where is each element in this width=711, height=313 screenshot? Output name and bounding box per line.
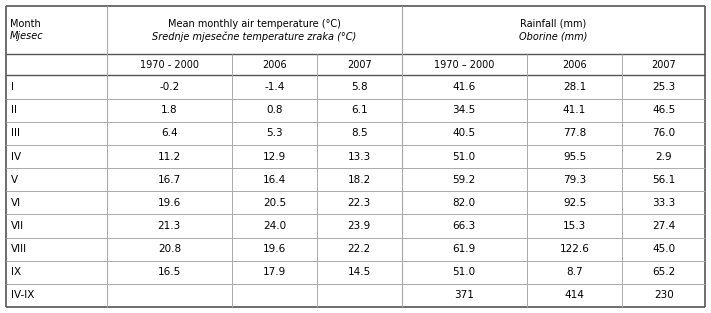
- Text: 19.6: 19.6: [263, 244, 286, 254]
- Text: 23.9: 23.9: [348, 221, 371, 231]
- Text: -0.2: -0.2: [159, 82, 179, 92]
- Text: 22.2: 22.2: [348, 244, 371, 254]
- Text: 18.2: 18.2: [348, 175, 371, 185]
- Text: Mean monthly air temperature (°C): Mean monthly air temperature (°C): [168, 19, 341, 29]
- Text: Srednje mjesečne temperature zraka (°C): Srednje mjesečne temperature zraka (°C): [152, 31, 356, 42]
- Text: II: II: [11, 105, 17, 115]
- Text: 22.3: 22.3: [348, 198, 371, 208]
- Text: 20.5: 20.5: [263, 198, 286, 208]
- Text: 82.0: 82.0: [453, 198, 476, 208]
- Text: 20.8: 20.8: [158, 244, 181, 254]
- Text: 19.6: 19.6: [158, 198, 181, 208]
- Text: 34.5: 34.5: [453, 105, 476, 115]
- Text: Mjesec: Mjesec: [10, 31, 43, 41]
- Text: 25.3: 25.3: [652, 82, 675, 92]
- Text: 5.8: 5.8: [351, 82, 368, 92]
- Text: 0.8: 0.8: [266, 105, 282, 115]
- Text: VII: VII: [11, 221, 24, 231]
- Text: 92.5: 92.5: [563, 198, 586, 208]
- Text: 6.1: 6.1: [351, 105, 368, 115]
- Text: 95.5: 95.5: [563, 151, 586, 162]
- Text: 61.9: 61.9: [453, 244, 476, 254]
- Text: 1970 – 2000: 1970 – 2000: [434, 60, 494, 70]
- Text: 2006: 2006: [262, 60, 287, 70]
- Text: 6.4: 6.4: [161, 128, 178, 138]
- Text: 59.2: 59.2: [453, 175, 476, 185]
- Text: 16.4: 16.4: [263, 175, 286, 185]
- Text: 41.1: 41.1: [563, 105, 586, 115]
- Text: 77.8: 77.8: [563, 128, 586, 138]
- Text: VI: VI: [11, 198, 21, 208]
- Text: 13.3: 13.3: [348, 151, 371, 162]
- Text: -1.4: -1.4: [264, 82, 284, 92]
- Text: Oborine (mm): Oborine (mm): [519, 31, 587, 41]
- Text: 79.3: 79.3: [563, 175, 586, 185]
- Text: 27.4: 27.4: [652, 221, 675, 231]
- Text: 21.3: 21.3: [158, 221, 181, 231]
- Text: 11.2: 11.2: [158, 151, 181, 162]
- Text: IX: IX: [11, 267, 21, 277]
- Text: VIII: VIII: [11, 244, 27, 254]
- Text: 371: 371: [454, 290, 474, 300]
- Text: 46.5: 46.5: [652, 105, 675, 115]
- Text: 5.3: 5.3: [266, 128, 283, 138]
- Text: 40.5: 40.5: [453, 128, 476, 138]
- Text: 8.7: 8.7: [566, 267, 583, 277]
- Text: Rainfall (mm): Rainfall (mm): [520, 19, 587, 29]
- Text: III: III: [11, 128, 20, 138]
- Text: 66.3: 66.3: [453, 221, 476, 231]
- Text: 45.0: 45.0: [652, 244, 675, 254]
- Text: 2.9: 2.9: [656, 151, 672, 162]
- Text: 15.3: 15.3: [563, 221, 586, 231]
- Text: 1970 - 2000: 1970 - 2000: [140, 60, 199, 70]
- Text: 76.0: 76.0: [652, 128, 675, 138]
- Text: IV: IV: [11, 151, 21, 162]
- Text: 414: 414: [565, 290, 584, 300]
- Text: 230: 230: [653, 290, 673, 300]
- Text: 2007: 2007: [347, 60, 372, 70]
- Text: 14.5: 14.5: [348, 267, 371, 277]
- Text: 51.0: 51.0: [453, 151, 476, 162]
- Text: 2007: 2007: [651, 60, 676, 70]
- Text: 65.2: 65.2: [652, 267, 675, 277]
- Text: 12.9: 12.9: [263, 151, 286, 162]
- Text: 17.9: 17.9: [263, 267, 286, 277]
- Text: IV-IX: IV-IX: [11, 290, 34, 300]
- Text: 33.3: 33.3: [652, 198, 675, 208]
- Text: 2006: 2006: [562, 60, 587, 70]
- Text: 41.6: 41.6: [453, 82, 476, 92]
- Text: 24.0: 24.0: [263, 221, 286, 231]
- Text: Month: Month: [10, 19, 41, 29]
- Text: 8.5: 8.5: [351, 128, 368, 138]
- Text: 28.1: 28.1: [563, 82, 586, 92]
- Text: 122.6: 122.6: [560, 244, 589, 254]
- Text: 56.1: 56.1: [652, 175, 675, 185]
- Text: 16.5: 16.5: [158, 267, 181, 277]
- Text: 51.0: 51.0: [453, 267, 476, 277]
- Text: 1.8: 1.8: [161, 105, 178, 115]
- Text: I: I: [11, 82, 14, 92]
- Text: V: V: [11, 175, 18, 185]
- Text: 16.7: 16.7: [158, 175, 181, 185]
